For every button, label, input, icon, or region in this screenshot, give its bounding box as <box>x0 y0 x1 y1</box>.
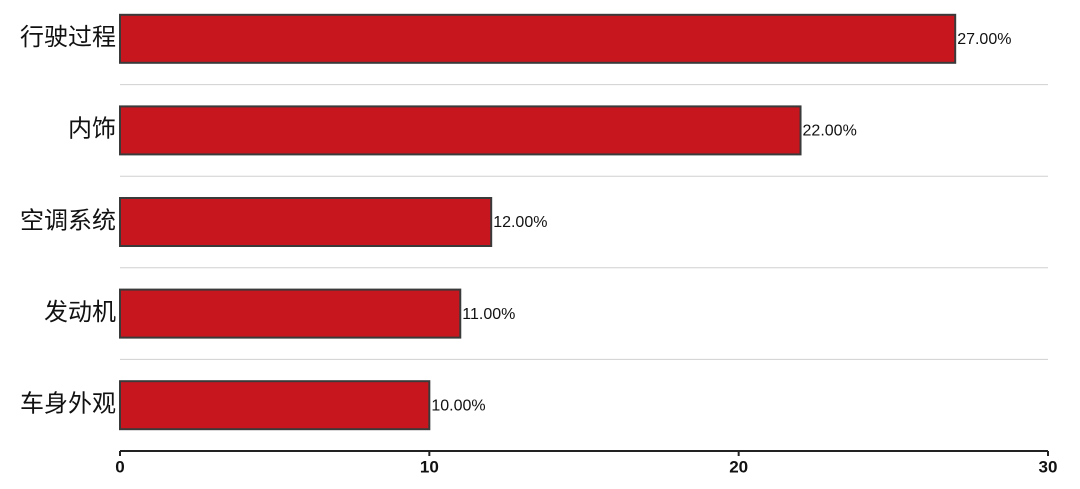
y-tick-label: 发动机 <box>44 299 116 326</box>
y-tick-label: 车身外观 <box>20 391 116 418</box>
bar <box>119 197 493 247</box>
value-label: 12.00% <box>493 214 547 231</box>
bar <box>119 288 462 339</box>
bar <box>119 380 431 431</box>
x-tick-label: 10 <box>420 457 439 476</box>
y-tick-label: 行驶过程 <box>20 24 116 51</box>
y-tick-label: 内饰 <box>68 116 116 143</box>
y-tick-label: 空调系统 <box>20 207 116 234</box>
x-tick-label: 30 <box>1039 457 1058 476</box>
value-label: 27.00% <box>957 31 1011 48</box>
x-tick-label: 20 <box>729 457 748 476</box>
value-label: 22.00% <box>803 123 857 140</box>
bar <box>119 13 957 64</box>
value-label: 11.00% <box>462 306 515 323</box>
value-label: 10.00% <box>431 397 485 414</box>
bar <box>119 105 802 156</box>
x-tick-label: 0 <box>115 457 124 476</box>
